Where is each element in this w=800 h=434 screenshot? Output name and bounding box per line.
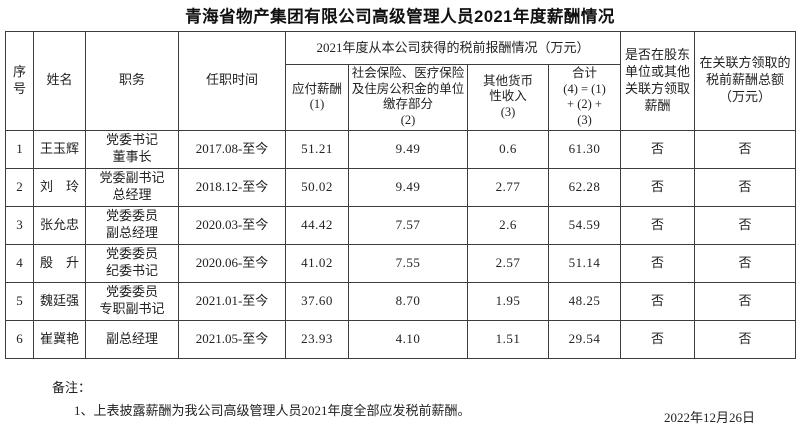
cell-related-amount: 否 [694, 281, 797, 321]
cell-seq: 2 [5, 167, 34, 207]
table-row: 6 崔冀艳 副总经理 2021.05-至今 23.93 4.10 1.51 29… [5, 319, 797, 359]
cell-seq: 1 [5, 129, 34, 169]
cell-shareholder-flag: 否 [620, 129, 696, 169]
cell-insurance: 4.10 [348, 319, 468, 359]
cell-name: 张允忠 [33, 205, 86, 245]
cell-payable: 44.42 [285, 205, 349, 245]
header-shareholder-flag: 是否在股东单位或其他关联方领取薪酬 [620, 31, 696, 131]
cell-total: 29.54 [547, 319, 622, 359]
cell-payable: 37.60 [285, 281, 349, 321]
cell-insurance: 9.49 [348, 167, 468, 207]
header-related-amount: 在关联方领取的税前薪酬总额（万元） [694, 31, 797, 131]
table-row: 1 王玉辉 党委书记 董事长 2017.08-至今 51.21 9.49 0.6… [5, 129, 797, 169]
cell-tenure: 2020.03-至今 [178, 205, 286, 245]
cell-shareholder-flag: 否 [620, 243, 696, 283]
cell-tenure: 2021.01-至今 [178, 281, 286, 321]
cell-tenure: 2018.12-至今 [178, 167, 286, 207]
cell-name: 王玉辉 [33, 129, 86, 169]
cell-total: 54.59 [547, 205, 622, 245]
cell-other-income: 1.51 [467, 319, 549, 359]
cell-shareholder-flag: 否 [620, 281, 696, 321]
cell-related-amount: 否 [694, 243, 797, 283]
header-other-income: 其他货币 性收入 (3) [467, 64, 549, 131]
table-row: 2 刘 玲 党委副书记 总经理 2018.12-至今 50.02 9.49 2.… [5, 167, 797, 207]
cell-seq: 3 [5, 205, 34, 245]
cell-position: 副总经理 [85, 319, 179, 359]
header-payable: 应付薪酬 (1) [285, 64, 349, 131]
cell-position: 党委副书记 总经理 [85, 167, 179, 207]
cell-insurance: 9.49 [348, 129, 468, 169]
header-row-sub: 应付薪酬 (1) 社会保险、医疗保险及住房公积金的单位缴存部分 (2) 其他货币… [6, 64, 796, 131]
cell-payable: 50.02 [285, 167, 349, 207]
cell-shareholder-flag: 否 [620, 167, 696, 207]
cell-shareholder-flag: 否 [620, 319, 696, 359]
notes-section: 备注： 1、上表披露薪酬为我公司高级管理人员2021年度全部应发税前薪酬。 [52, 377, 800, 419]
cell-name: 殷 升 [33, 243, 86, 283]
header-name: 姓名 [33, 31, 86, 131]
cell-payable: 51.21 [285, 129, 349, 169]
cell-payable: 23.93 [285, 319, 349, 359]
cell-position: 党委委员 纪委书记 [85, 243, 179, 283]
document-title: 青海省物产集团有限公司高级管理人员2021年度薪酬情况 [185, 8, 615, 26]
header-seq: 序号 [5, 31, 34, 131]
note-item-1: 1、上表披露薪酬为我公司高级管理人员2021年度全部应发税前薪酬。 [74, 402, 471, 418]
cell-seq: 5 [5, 281, 34, 321]
cell-total: 61.30 [547, 129, 622, 169]
cell-related-amount: 否 [694, 319, 797, 359]
cell-insurance: 8.70 [348, 281, 468, 321]
document-date: 2022年12月26日 [663, 410, 755, 425]
header-pretax-group: 2021年度从本公司获得的税前报酬情况（万元） [284, 31, 622, 65]
table-row: 3 张允忠 党委委员 副总经理 2020.03-至今 44.42 7.57 2.… [5, 205, 797, 245]
cell-other-income: 1.95 [467, 281, 549, 321]
cell-total: 62.28 [547, 167, 622, 207]
cell-tenure: 2021.05-至今 [178, 319, 286, 359]
cell-tenure: 2017.08-至今 [178, 129, 286, 169]
header-total: 合计 (4) = (1) + (2) + (3) [547, 64, 622, 131]
table-row: 4 殷 升 党委委员 纪委书记 2020.06-至今 41.02 7.55 2.… [5, 243, 797, 283]
cell-name: 魏廷强 [33, 281, 86, 321]
cell-other-income: 2.6 [467, 205, 549, 245]
cell-position: 党委委员 副总经理 [85, 205, 179, 245]
header-tenure: 任职时间 [178, 31, 286, 131]
cell-name: 崔冀艳 [33, 319, 86, 359]
cell-related-amount: 否 [694, 205, 797, 245]
notes-label: 备注： [52, 379, 92, 395]
cell-other-income: 2.77 [467, 167, 549, 207]
header-insurance: 社会保险、医疗保险及住房公积金的单位缴存部分 (2) [348, 64, 468, 131]
cell-other-income: 0.6 [467, 129, 549, 169]
cell-position: 党委委员 专职副书记 [85, 281, 179, 321]
compensation-table: 序号 姓名 职务 任职时间 2021年度从本公司获得的税前报酬情况（万元） 是否… [5, 31, 797, 359]
cell-other-income: 2.57 [467, 243, 549, 283]
cell-insurance: 7.57 [348, 205, 468, 245]
table-row: 5 魏廷强 党委委员 专职副书记 2021.01-至今 37.60 8.70 1… [5, 281, 797, 321]
header-position: 职务 [85, 31, 179, 131]
cell-related-amount: 否 [694, 129, 797, 169]
cell-shareholder-flag: 否 [620, 205, 696, 245]
cell-name: 刘 玲 [33, 167, 86, 207]
cell-tenure: 2020.06-至今 [178, 243, 286, 283]
cell-position: 党委书记 董事长 [85, 129, 179, 169]
cell-payable: 41.02 [285, 243, 349, 283]
cell-seq: 4 [5, 243, 34, 283]
header-row-group: 序号 姓名 职务 任职时间 2021年度从本公司获得的税前报酬情况（万元） 是否… [5, 31, 797, 131]
cell-total: 51.14 [547, 243, 622, 283]
cell-total: 48.25 [547, 281, 622, 321]
cell-seq: 6 [5, 319, 34, 359]
cell-related-amount: 否 [694, 167, 797, 207]
cell-insurance: 7.55 [348, 243, 468, 283]
